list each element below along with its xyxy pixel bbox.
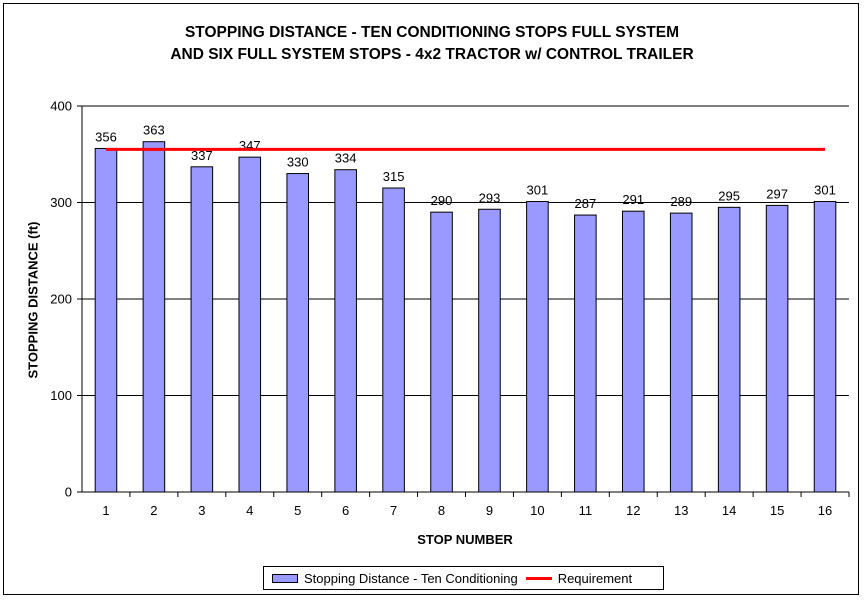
x-tick-label: 8 xyxy=(438,503,445,518)
x-tick-label: 11 xyxy=(579,503,593,518)
data-label: 301 xyxy=(814,183,836,198)
x-tick-label: 10 xyxy=(530,503,544,518)
legend-label-bars: Stopping Distance - Ten Conditioning xyxy=(304,570,518,586)
bar xyxy=(765,204,789,493)
x-tick-label: 3 xyxy=(198,503,205,518)
legend-swatch-bar xyxy=(272,573,298,583)
bar xyxy=(334,169,357,493)
y-tick-label: 200 xyxy=(50,292,72,307)
data-label: 290 xyxy=(431,193,453,208)
bar xyxy=(669,212,693,493)
x-axis-label: STOP NUMBER xyxy=(417,532,513,547)
data-label: 315 xyxy=(383,169,405,184)
data-label: 334 xyxy=(335,151,357,166)
x-tick-label: 14 xyxy=(722,503,736,518)
y-tick-label: 100 xyxy=(50,388,72,403)
x-tick-label: 15 xyxy=(770,503,784,518)
bar xyxy=(238,156,262,493)
data-label: 363 xyxy=(143,123,165,138)
y-tick-label: 0 xyxy=(65,485,72,500)
x-tick-label: 5 xyxy=(294,503,301,518)
legend-item-line: Requirement xyxy=(518,571,632,586)
x-tick-label: 6 xyxy=(342,503,349,518)
bar xyxy=(94,147,118,493)
data-label: 297 xyxy=(766,186,788,201)
chart-title-line-2: AND SIX FULL SYSTEM STOPS - 4x2 TRACTOR … xyxy=(170,46,694,63)
bar xyxy=(717,206,741,493)
bar xyxy=(382,187,405,493)
legend-swatch-line xyxy=(525,576,552,580)
data-label: 291 xyxy=(622,192,644,207)
x-tick-label: 2 xyxy=(150,503,157,518)
y-tick-label: 400 xyxy=(50,99,72,114)
bar xyxy=(574,214,597,493)
legend-label-line: Requirement xyxy=(557,570,633,586)
data-label: 356 xyxy=(95,129,117,144)
x-tick-label: 1 xyxy=(102,503,109,518)
bar xyxy=(142,141,166,493)
bar xyxy=(286,173,310,493)
data-label: 289 xyxy=(670,194,692,209)
x-tick-label: 16 xyxy=(818,503,832,518)
legend-item-bars: Stopping Distance - Ten Conditioning xyxy=(264,571,518,586)
x-tick-label: 12 xyxy=(626,503,640,518)
bar xyxy=(478,208,501,493)
x-tick-label: 9 xyxy=(486,503,493,518)
data-label: 330 xyxy=(287,155,309,170)
y-tick-label: 300 xyxy=(50,195,72,210)
x-tick-label: 13 xyxy=(674,503,688,518)
bar xyxy=(813,201,837,493)
data-label: 293 xyxy=(479,190,501,205)
x-tick-label: 4 xyxy=(246,503,253,518)
bar xyxy=(621,210,645,493)
bar xyxy=(430,211,453,493)
data-label: 287 xyxy=(574,196,596,211)
legend: Stopping Distance - Ten Conditioning Req… xyxy=(263,566,664,590)
bar xyxy=(190,166,214,493)
x-tick-label: 7 xyxy=(390,503,397,518)
bar xyxy=(526,201,549,493)
data-label: 301 xyxy=(527,183,549,198)
data-label: 295 xyxy=(718,188,740,203)
chart-title-line-1: STOPPING DISTANCE - TEN CONDITIONING STO… xyxy=(184,24,680,41)
data-label: 337 xyxy=(191,148,213,163)
